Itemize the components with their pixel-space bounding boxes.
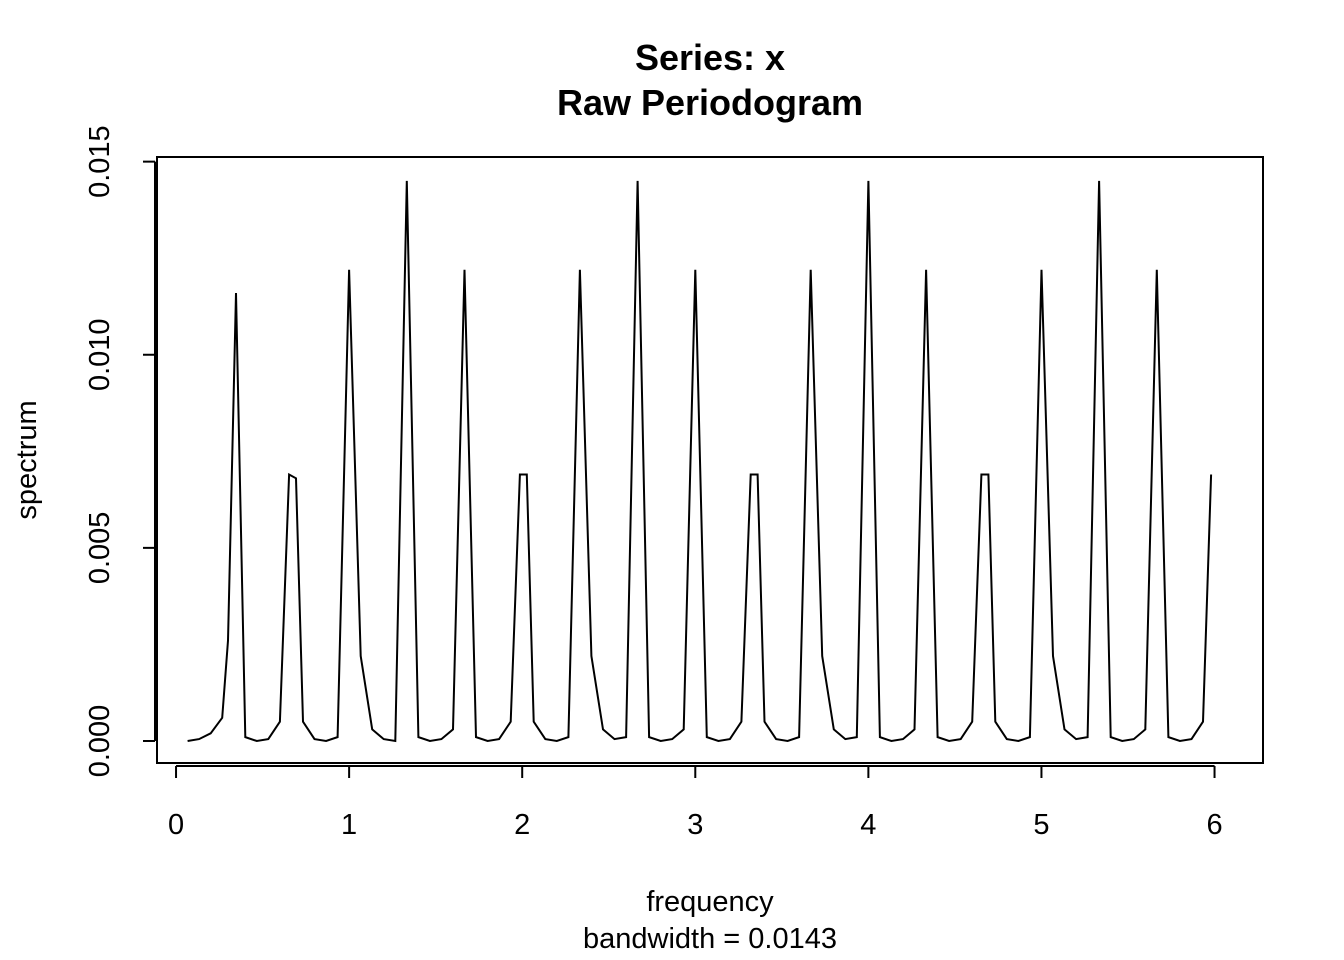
y-axis-label: spectrum [11, 400, 43, 519]
x-tick-label: 4 [860, 809, 876, 841]
x-tick-label: 0 [168, 809, 184, 841]
spectrum-line [187, 180, 1213, 743]
chart-subtitle: Raw Periodogram [557, 82, 863, 123]
plot-frame [156, 156, 1264, 764]
x-tick-label: 3 [687, 809, 703, 841]
y-tick-label: 0.010 [84, 318, 116, 391]
x-tick-label: 5 [1033, 809, 1049, 841]
x-axis-label: frequency [646, 886, 774, 918]
y-axis: 0.000 0.005 0.010 0.015 [84, 125, 156, 778]
x-tick-label: 2 [514, 809, 530, 841]
bandwidth-label: bandwidth = 0.0143 [583, 923, 837, 955]
y-tick-label: 0.000 [84, 705, 116, 778]
x-tick-label: 6 [1206, 809, 1222, 841]
x-axis: 0 1 2 3 4 5 6 [168, 765, 1223, 841]
y-tick-label: 0.005 [84, 512, 116, 585]
chart-title: Series: x [635, 37, 785, 78]
x-tick-label: 1 [341, 809, 357, 841]
y-tick-label: 0.015 [84, 125, 116, 198]
